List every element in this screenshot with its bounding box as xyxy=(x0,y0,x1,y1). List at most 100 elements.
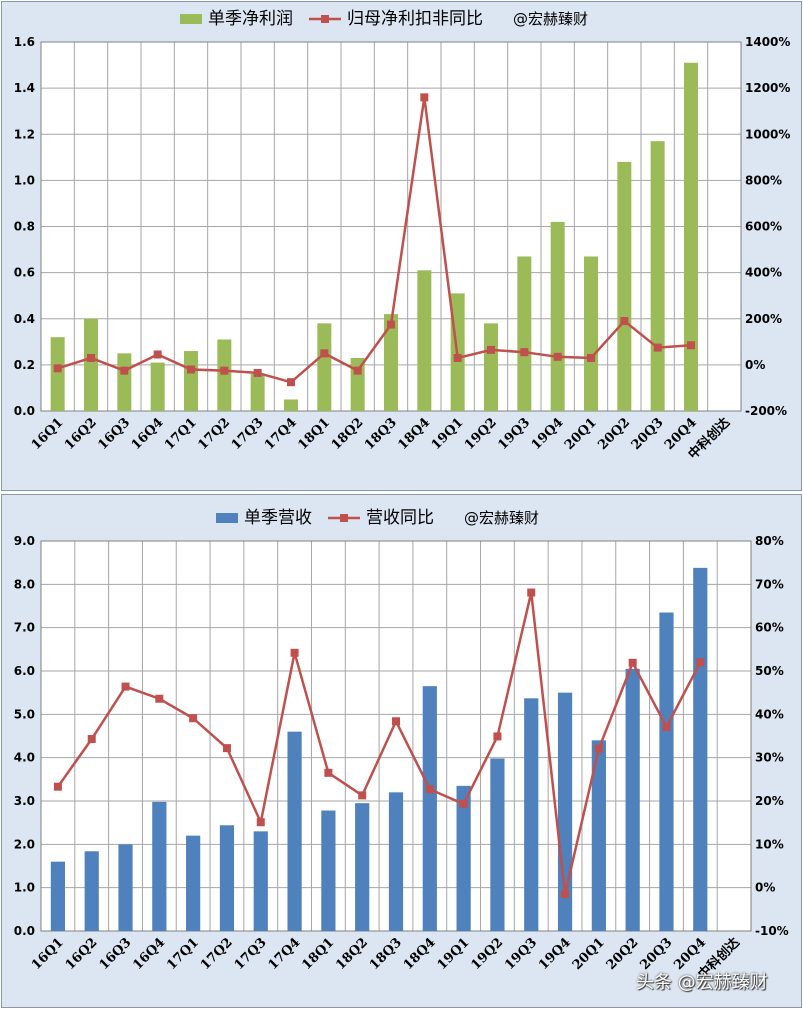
revenue-chart: 0.0 1.0 2.0 3.0 4.0 5.0 6.0 7.0 8.0 9.0 -10% 0% 10% 2… xyxy=(14,508,789,983)
profit-line-point xyxy=(553,352,562,361)
revenue-bar xyxy=(591,740,606,931)
revenue-y2-tick-label: 20% xyxy=(755,794,784,808)
profit-y2-tick-label: 200% xyxy=(745,312,782,326)
revenue-annotation: @宏赫臻财 xyxy=(464,509,539,527)
profit-x-tick-label: 16Q1 xyxy=(29,415,67,453)
profit-line-point xyxy=(387,320,395,329)
revenue-bar xyxy=(388,792,404,931)
revenue-line-point xyxy=(189,714,198,723)
profit-line-point xyxy=(587,353,595,362)
profit-line-point xyxy=(620,317,629,326)
profit-bar xyxy=(117,353,132,411)
revenue-x-tick-label: 16Q3 xyxy=(97,935,135,973)
revenue-line-point xyxy=(527,588,536,597)
profit-bar xyxy=(584,256,598,411)
profit-bar xyxy=(617,161,632,411)
revenue-line-point xyxy=(155,694,164,703)
profit-bar xyxy=(150,362,165,411)
profit-bar xyxy=(517,256,532,411)
profit-annotation: @宏赫臻财 xyxy=(513,10,588,28)
profit-line-point xyxy=(353,366,362,375)
revenue-y-tick-label: 3.0 xyxy=(14,794,35,808)
profit-y2-tick-label: 600% xyxy=(745,220,782,234)
revenue-x-tick-label: 20Q1 xyxy=(570,935,608,973)
revenue-line-point xyxy=(561,890,570,899)
profit-x-tick-label: 20Q1 xyxy=(562,415,600,453)
profit-bar xyxy=(184,351,198,411)
profit-x-tick-label: 19Q4 xyxy=(529,415,567,453)
profit-y-tick-label: 0.2 xyxy=(14,358,35,372)
revenue-bar xyxy=(118,844,133,931)
revenue-line-point xyxy=(696,658,705,667)
profit-y-tick-label: 0.0 xyxy=(14,404,35,418)
profit-line-point xyxy=(53,364,62,373)
profit-y2-tick-label: -200% xyxy=(745,404,787,418)
profit-y2-tick-label: 1200% xyxy=(745,81,790,95)
profit-y2-tick-label: 800% xyxy=(745,173,782,187)
profit-legend-bar-label: 单季净利润 xyxy=(208,9,293,29)
revenue-x-tick-label: 17Q2 xyxy=(198,935,236,973)
revenue-bar xyxy=(625,668,640,931)
revenue-chart-panel: 0.0 1.0 2.0 3.0 4.0 5.0 6.0 7.0 8.0 9.0 -10% 0% 10% 2… xyxy=(1,494,802,1008)
revenue-line-point xyxy=(628,658,637,667)
revenue-line-point xyxy=(358,791,367,800)
revenue-line-point xyxy=(87,735,96,744)
revenue-y-tick-label: 9.0 xyxy=(14,534,35,548)
profit-line-point xyxy=(687,341,695,350)
profit-y-tick-label: 0.6 xyxy=(14,266,35,280)
profit-x-tick-label: 20Q3 xyxy=(629,415,667,453)
revenue-bar xyxy=(253,831,268,931)
revenue-line-point xyxy=(662,722,671,731)
profit-x-tick-label: 20Q2 xyxy=(595,415,633,453)
revenue-y2-tick-label: 70% xyxy=(755,577,784,591)
profit-bar xyxy=(50,337,65,411)
revenue-line-point xyxy=(53,782,62,791)
profit-x-tick-label: 16Q3 xyxy=(95,415,133,453)
profit-legend-line-marker xyxy=(321,15,329,23)
revenue-line-point xyxy=(324,768,333,777)
revenue-y-tick-label: 5.0 xyxy=(14,707,35,721)
revenue-y-tick-label: 8.0 xyxy=(14,577,35,591)
profit-line xyxy=(57,97,692,384)
revenue-legend-line-label: 营收同比 xyxy=(366,508,434,528)
revenue-line-point xyxy=(493,732,502,741)
profit-bar xyxy=(650,141,665,411)
revenue-x-tick-label: 17Q4 xyxy=(266,935,304,973)
revenue-bar xyxy=(321,810,336,931)
profit-x-tick-label: 18Q1 xyxy=(295,415,333,453)
revenue-bar xyxy=(693,567,708,931)
watermark-text: 头条 @宏赫臻财 xyxy=(636,972,768,993)
revenue-x-tick-label: 16Q2 xyxy=(63,935,101,973)
revenue-line-point xyxy=(222,744,231,753)
revenue-y2-tick-label: 50% xyxy=(755,664,784,678)
revenue-bar xyxy=(50,861,66,931)
revenue-y2-tick-label: 60% xyxy=(755,621,784,635)
profit-line-point xyxy=(487,345,495,354)
profit-y2-tick-label: 1400% xyxy=(745,35,790,49)
profit-x-tick-label: 18Q3 xyxy=(362,415,400,453)
revenue-y-tick-label: 0.0 xyxy=(14,924,35,938)
profit-bar xyxy=(217,339,232,411)
profit-line-point xyxy=(253,368,262,377)
profit-bar xyxy=(317,323,332,411)
profit-x-tick-label: 17Q3 xyxy=(229,415,267,453)
revenue-y-tick-label: 1.0 xyxy=(14,881,35,895)
profit-line-point xyxy=(453,353,462,362)
profit-legend-bar-swatch xyxy=(180,14,202,24)
profit-y-tick-label: 1.6 xyxy=(14,35,35,49)
revenue-x-tick-label: 18Q1 xyxy=(299,935,337,973)
profit-bar xyxy=(684,62,698,411)
revenue-x-tick-label: 19Q2 xyxy=(468,935,506,973)
profit-bar xyxy=(384,314,398,411)
profit-bar xyxy=(417,270,432,411)
revenue-line-point xyxy=(256,818,265,827)
revenue-line-point xyxy=(392,717,400,726)
profit-x-tick-label: 18Q4 xyxy=(395,415,433,453)
profit-y-tick-label: 0.4 xyxy=(14,312,35,326)
revenue-bar xyxy=(659,612,674,931)
profit-line-point xyxy=(287,378,295,387)
revenue-y2-tick-label: -10% xyxy=(755,924,789,938)
profit-line-point xyxy=(420,93,429,102)
revenue-x-tick-label: 17Q3 xyxy=(232,935,270,973)
revenue-x-tick-label: 19Q1 xyxy=(435,935,473,973)
